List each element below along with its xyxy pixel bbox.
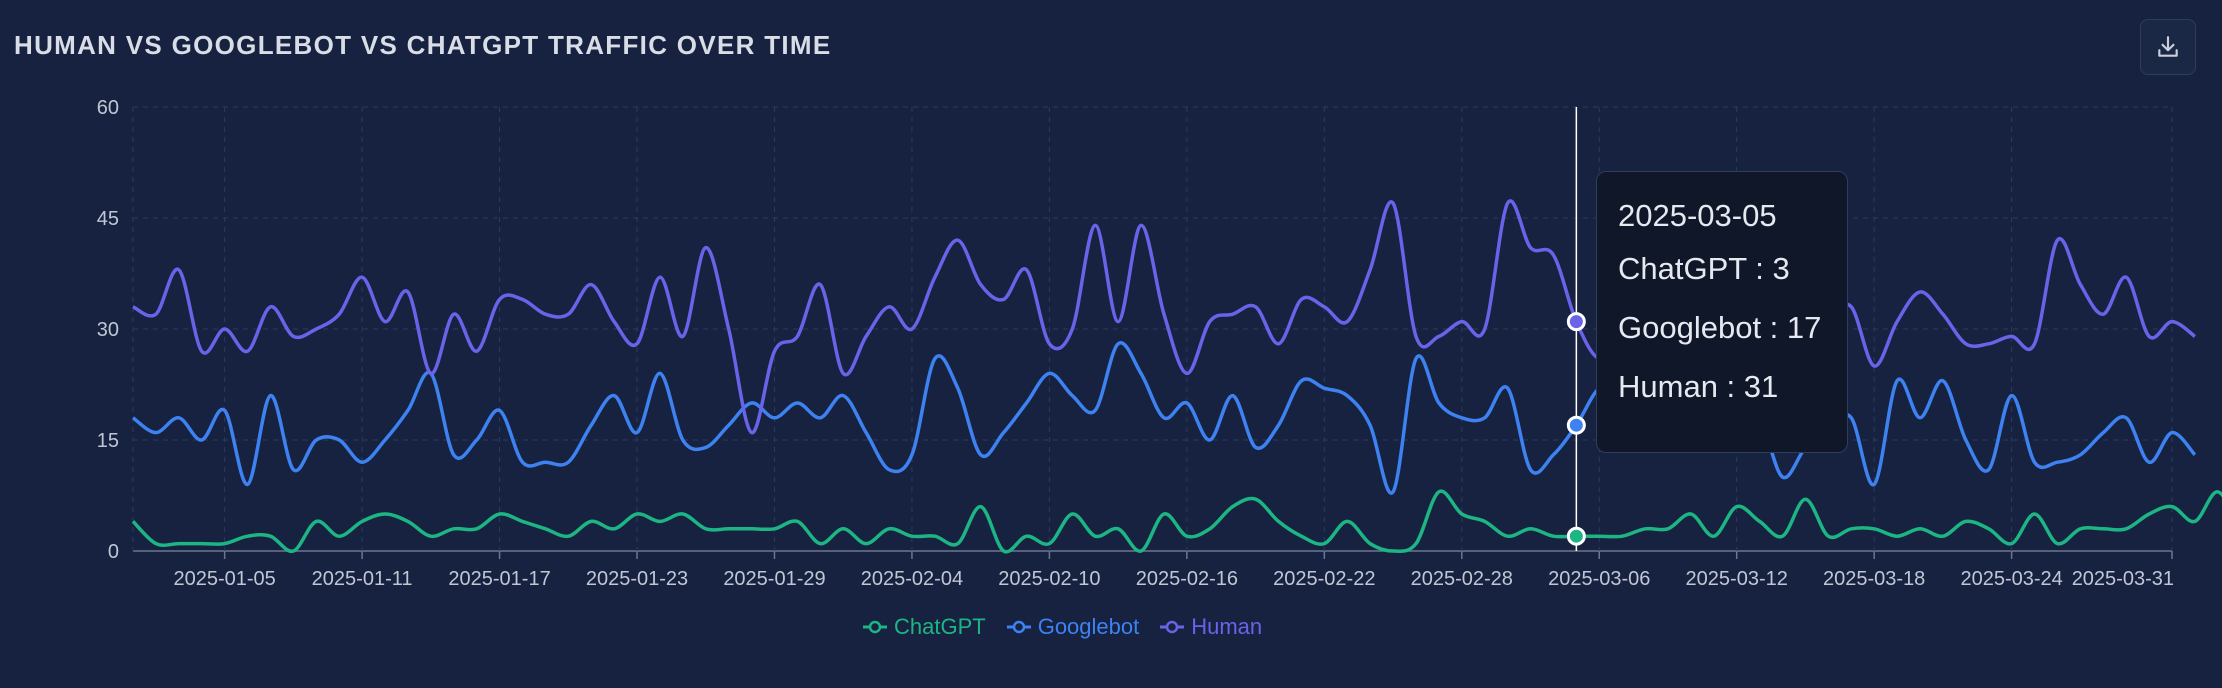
hover-markers	[1566, 107, 1586, 551]
x-tick-label: 2025-03-18	[1823, 568, 1925, 590]
series-lines	[131, 199, 2222, 554]
x-tick-label: 2025-03-31	[2072, 568, 2174, 590]
tooltip-label: Googlebot	[1618, 310, 1762, 345]
tooltip-row-human: Human : 31	[1618, 369, 1847, 405]
y-tick-label: 30	[97, 319, 119, 341]
tooltip-label: Human	[1618, 369, 1718, 404]
tooltip-separator: :	[1761, 310, 1787, 345]
x-tick-label: 2025-02-28	[1411, 568, 1513, 590]
x-tick-label: 2025-02-04	[861, 568, 963, 590]
x-tick-label: 2025-01-17	[448, 568, 550, 590]
highlight-point-human[interactable]	[1566, 312, 1586, 332]
tooltip-value: 31	[1743, 369, 1779, 404]
series-line-human	[132, 199, 2196, 435]
highlight-point-chatgpt[interactable]	[1566, 526, 1586, 546]
legend: ChatGPT Googlebot Human	[862, 614, 1262, 640]
y-tick-label: 45	[97, 208, 119, 230]
x-tick-label: 2025-01-05	[173, 568, 275, 590]
x-tick-label: 2025-03-24	[1960, 568, 2062, 590]
x-tick-label: 2025-02-22	[1273, 568, 1375, 590]
legend-marker-googlebot	[1006, 620, 1031, 634]
y-tick-label: 60	[97, 97, 119, 119]
legend-marker-chatgpt	[863, 620, 887, 634]
x-tick-label: 2025-02-10	[998, 568, 1100, 590]
legend-marker-human	[1160, 620, 1185, 634]
series-line-googlebot	[131, 341, 2197, 495]
legend-label-human: Human	[1191, 614, 1263, 639]
x-tick-label: 2025-03-12	[1686, 568, 1788, 590]
tooltip-label: ChatGPT	[1618, 251, 1747, 286]
tooltip-value: 17	[1786, 310, 1822, 345]
tooltip: 2025-03-05 ChatGPT : 3 Googlebot : 17 Huma…	[1596, 171, 1848, 453]
legend-item-googlebot[interactable]: Googlebot	[1006, 614, 1140, 640]
x-tick-label: 2025-02-16	[1136, 568, 1238, 590]
x-tick-label: 2025-01-23	[586, 568, 688, 590]
y-tick-label: 15	[97, 430, 119, 452]
grid	[132, 106, 2173, 552]
highlight-point-googlebot[interactable]	[1566, 415, 1586, 435]
legend-label-googlebot: Googlebot	[1037, 614, 1140, 639]
x-tick-label: 2025-03-06	[1548, 568, 1650, 590]
tooltip-separator: :	[1746, 251, 1773, 286]
y-tick-label: 0	[108, 541, 119, 563]
chart-title: HUMAN VS GOOGLEBOT VS CHATGPT TRAFFIC OV…	[14, 30, 832, 60]
tooltip-separator: :	[1717, 369, 1744, 404]
legend-item-chatgpt[interactable]: ChatGPT	[862, 614, 986, 640]
download-icon	[2158, 36, 2178, 57]
legend-label-chatgpt: ChatGPT	[894, 614, 986, 639]
x-tick-label: 2025-01-11	[312, 568, 413, 590]
series-line-chatgpt	[131, 489, 2222, 554]
legend-item-human[interactable]: Human	[1159, 614, 1262, 640]
tooltip-value: 3	[1772, 251, 1790, 286]
tooltip-row-googlebot: Googlebot : 17	[1618, 310, 1847, 346]
x-tick-label: 2025-01-29	[723, 568, 825, 590]
axes: 0 15 30 45 60 2025-01-05 2025-01-11 2025-01-17 2…	[97, 97, 2174, 590]
tooltip-row-chatgpt: ChatGPT : 3	[1618, 251, 1847, 287]
tooltip-date: 2025-03-05	[1618, 198, 1777, 233]
download-button[interactable]	[2140, 19, 2196, 75]
